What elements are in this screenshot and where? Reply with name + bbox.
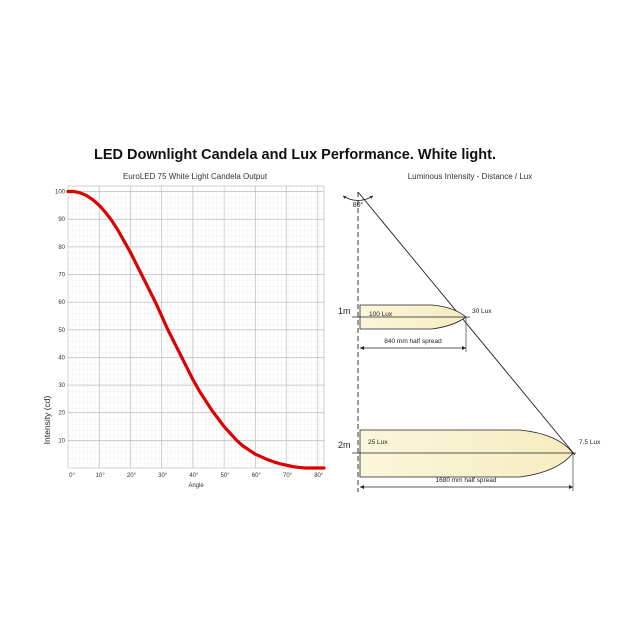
beam-edge-line (357, 191, 576, 456)
spread-arrow-right-1m (462, 346, 466, 350)
y-axis-label: Intensity (cd) (42, 396, 52, 445)
x-tick-label: 10° (96, 473, 106, 479)
y-tick-label: 50 (58, 328, 65, 334)
y-tick-label: 80 (58, 245, 65, 251)
spread-arrow-left-2m (360, 485, 364, 489)
y-tick-label: 10 (58, 438, 65, 444)
diagram-title: Luminous Intensity - Distance / Lux (407, 172, 533, 181)
spread-label-1m: 840 mm half spread (384, 338, 442, 345)
edge-lux-1m: 30 Lux (472, 308, 492, 315)
x-tick-label: 80° (314, 473, 324, 479)
center-lux-2m: 25 Lux (368, 439, 388, 446)
spread-arrow-left-1m (360, 346, 364, 350)
spread-label-2m: 1680 mm half spread (435, 477, 496, 484)
arc-arrow-left (343, 196, 347, 199)
y-tick-label: 70 (58, 272, 65, 278)
plot-area (67, 185, 325, 469)
edge-lux-2m: 7.5 Lux (579, 439, 601, 446)
distance-label-1m: 1m (338, 306, 351, 316)
x-tick-label: 60° (252, 473, 262, 479)
y-tick-label: 60 (58, 300, 65, 306)
page-title: LED Downlight Candela and Lux Performanc… (94, 147, 496, 163)
x-tick-label: 30° (158, 473, 168, 479)
center-lux-1m: 100 Lux (369, 311, 393, 318)
arc-arrow-right (369, 196, 373, 199)
spread-arrow-right-2m (569, 485, 573, 489)
y-tick-label: 100 (55, 190, 66, 196)
x-tick-label: 50° (221, 473, 231, 479)
x-tick-label: 0° (69, 473, 75, 479)
distance-label-2m: 2m (338, 440, 351, 450)
y-tick-label: 20 (58, 411, 65, 417)
chart-title: EuroLED 75 White Light Candela Output (122, 172, 268, 181)
candela-curve (66, 189, 326, 470)
beam-section-2m (359, 429, 574, 478)
x-axis-label: Angle (188, 483, 204, 489)
y-axis-ticks: 10 20 30 40 50 60 70 80 90 100 (55, 190, 66, 445)
x-tick-label: 20° (127, 473, 137, 479)
x-tick-label: 40° (189, 473, 199, 479)
lux-distance-diagram: 80° 1m 100 Lux 30 Lux 840 mm half spread… (338, 191, 601, 492)
y-tick-label: 40 (58, 355, 65, 361)
x-tick-label: 70° (283, 473, 293, 479)
x-axis-ticks: 0° 10° 20° 30° 40° 50° 60° 70° 80° (69, 473, 324, 479)
y-tick-label: 90 (58, 217, 65, 223)
y-tick-label: 30 (58, 383, 65, 389)
intensity-chart: 0° 10° 20° 30° 40° 50° 60° 70° 80° 10 20 30 40 50 60 7… (42, 185, 326, 489)
